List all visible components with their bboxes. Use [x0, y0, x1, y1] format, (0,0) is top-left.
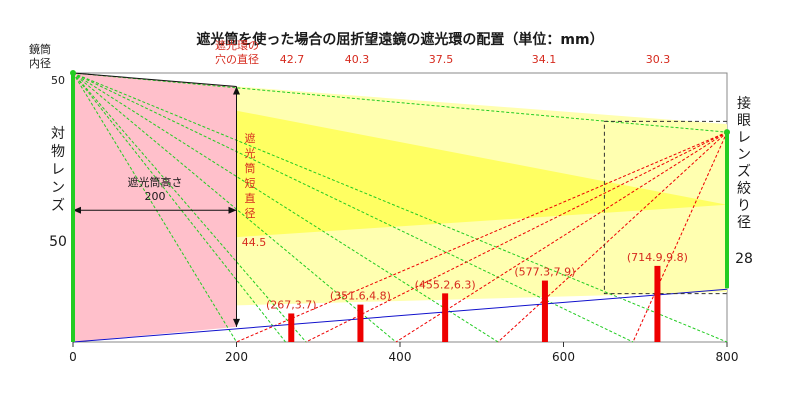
baffle-0	[288, 313, 295, 342]
green-ray-4	[72, 72, 499, 343]
eyepiece-char-2: レ	[737, 130, 751, 146]
shade-height-value: 200	[145, 190, 166, 203]
tube-inner-value: 50	[51, 74, 65, 87]
shade-height-label: 遮光筒高さ	[128, 175, 183, 189]
green-ray-5	[72, 72, 634, 343]
eyepiece-char-3: ン	[737, 147, 751, 163]
hole-diameter-label-1: 遮光環の	[215, 38, 259, 52]
short-diameter-char-0: 遮	[245, 131, 256, 145]
eyepiece-value: 28	[735, 251, 753, 267]
baffle-4	[654, 265, 661, 342]
x-tick-label-4: 800	[716, 350, 739, 364]
red-ray-0	[236, 131, 728, 343]
x-tick-label-0: 0	[69, 350, 77, 364]
arrow-down-icon	[233, 318, 240, 327]
green-ray-6	[72, 72, 728, 343]
hole-diameter-value-0: 42.7	[280, 53, 305, 66]
x-tick-label-3: 600	[552, 350, 575, 364]
hole-diameter-value-4: 30.3	[646, 53, 671, 66]
chart-title: 遮光筒を使った場合の屈折望遠鏡の遮光環の配置（単位：mm）	[196, 31, 603, 48]
short-diameter-char-3: 短	[245, 176, 256, 190]
green-ray-3	[72, 72, 397, 343]
arrow-left-icon	[73, 206, 81, 214]
green-ray-1	[72, 72, 286, 343]
hole-diameter-label-2: 穴の直径	[215, 52, 259, 66]
baffle-3	[541, 280, 548, 342]
baffle-2	[442, 293, 449, 342]
baffle-label-1: (351.6,4.8)	[330, 290, 391, 303]
eyepiece-char-6: り	[737, 198, 751, 214]
green-ray-top	[72, 72, 728, 133]
red-rays	[236, 131, 728, 343]
shade-tube-top-line	[72, 72, 237, 87]
hole-diameter-values: 42.7 40.3 37.5 34.1 30.3	[280, 53, 671, 66]
x-axis: 0 200 400 600 800	[69, 342, 738, 364]
short-diameter-char-1: 光	[245, 146, 256, 160]
arrow-up-icon	[233, 86, 240, 95]
tube-wall-line	[72, 288, 728, 343]
red-ray-2	[395, 131, 728, 343]
objective-top-dot	[70, 70, 76, 76]
eyepiece-top-dot	[724, 129, 730, 136]
red-ray-4	[632, 131, 728, 343]
short-diameter-char-2: 筒	[245, 161, 256, 175]
baffle-label-3: (577.3,7.9)	[514, 266, 575, 279]
red-ray-3	[497, 131, 728, 343]
baffle-label-4: (714.9,9.8)	[627, 251, 688, 264]
objective-label: 対物レンズ	[51, 126, 65, 214]
short-diameter-char-4: 直	[245, 191, 256, 205]
hole-diameter-value-3: 34.1	[532, 53, 557, 66]
eyepiece-char-0: 接	[737, 95, 751, 112]
baffle-label-0: (267,3.7)	[266, 298, 317, 311]
green-ray-2	[72, 72, 307, 343]
x-tick-label-2: 400	[389, 350, 412, 364]
eyepiece-char-4: ズ	[737, 164, 751, 180]
red-ray-1	[305, 131, 728, 343]
short-diameter-value: 44.5	[242, 236, 267, 249]
objective-value: 50	[49, 234, 67, 250]
baffle-1	[357, 304, 364, 342]
hole-diameter-value-2: 37.5	[429, 53, 454, 66]
green-ray-0	[72, 72, 237, 343]
arrow-right-icon	[228, 206, 237, 214]
short-diameter-char-5: 径	[245, 207, 256, 220]
green-rays	[72, 72, 728, 343]
x-tick-label-1: 200	[225, 350, 248, 364]
eyepiece-char-7: 径	[737, 215, 751, 231]
eyepiece-char-1: 眼	[737, 113, 751, 129]
baffle-label-2: (455.2,6.3)	[415, 278, 476, 291]
eyepiece-char-5: 絞	[737, 181, 751, 197]
baffles: (267,3.7) (351.6,4.8) (455.2,6.3) (577.3,7.…	[266, 251, 688, 342]
hole-diameter-value-1: 40.3	[345, 53, 370, 66]
tube-inner-label-2: 内径	[29, 56, 51, 70]
tube-inner-label-1: 鏡筒	[29, 42, 51, 56]
